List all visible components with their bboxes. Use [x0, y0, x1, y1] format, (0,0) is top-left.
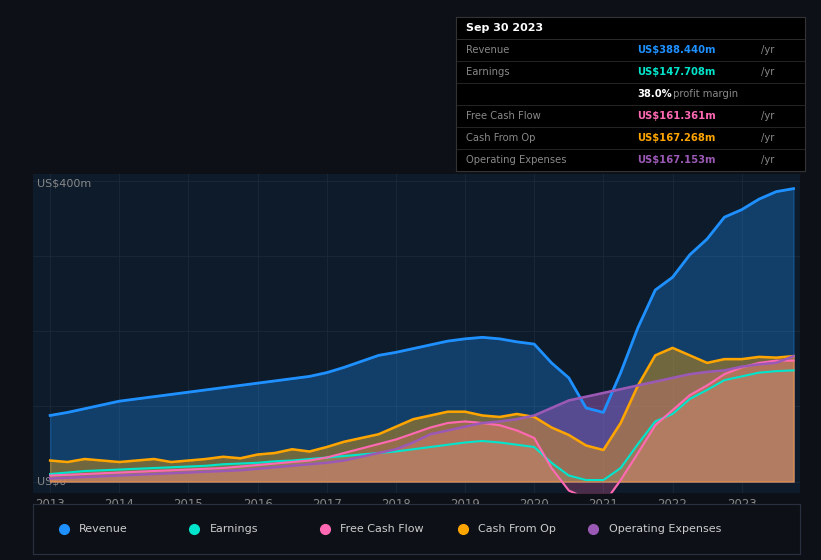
Text: US$167.153m: US$167.153m: [637, 155, 716, 165]
Text: Operating Expenses: Operating Expenses: [608, 524, 721, 534]
Text: /yr: /yr: [761, 67, 774, 77]
Text: Earnings: Earnings: [209, 524, 258, 534]
Text: US$161.361m: US$161.361m: [637, 111, 716, 121]
Text: Operating Expenses: Operating Expenses: [466, 155, 566, 165]
Text: 38.0%: 38.0%: [637, 89, 672, 99]
Text: Cash From Op: Cash From Op: [478, 524, 556, 534]
Text: US$400m: US$400m: [37, 179, 91, 188]
Text: profit margin: profit margin: [670, 89, 738, 99]
Text: /yr: /yr: [761, 155, 774, 165]
Text: /yr: /yr: [761, 111, 774, 121]
Text: Earnings: Earnings: [466, 67, 510, 77]
Text: Free Cash Flow: Free Cash Flow: [340, 524, 424, 534]
Text: US$147.708m: US$147.708m: [637, 67, 715, 77]
Text: US$388.440m: US$388.440m: [637, 45, 716, 55]
Text: US$167.268m: US$167.268m: [637, 133, 715, 143]
Text: Revenue: Revenue: [79, 524, 127, 534]
Text: US$0: US$0: [37, 477, 66, 487]
Text: /yr: /yr: [761, 45, 774, 55]
Text: Free Cash Flow: Free Cash Flow: [466, 111, 541, 121]
Text: Cash From Op: Cash From Op: [466, 133, 535, 143]
Text: Revenue: Revenue: [466, 45, 510, 55]
Text: Sep 30 2023: Sep 30 2023: [466, 23, 544, 33]
Text: /yr: /yr: [761, 133, 774, 143]
